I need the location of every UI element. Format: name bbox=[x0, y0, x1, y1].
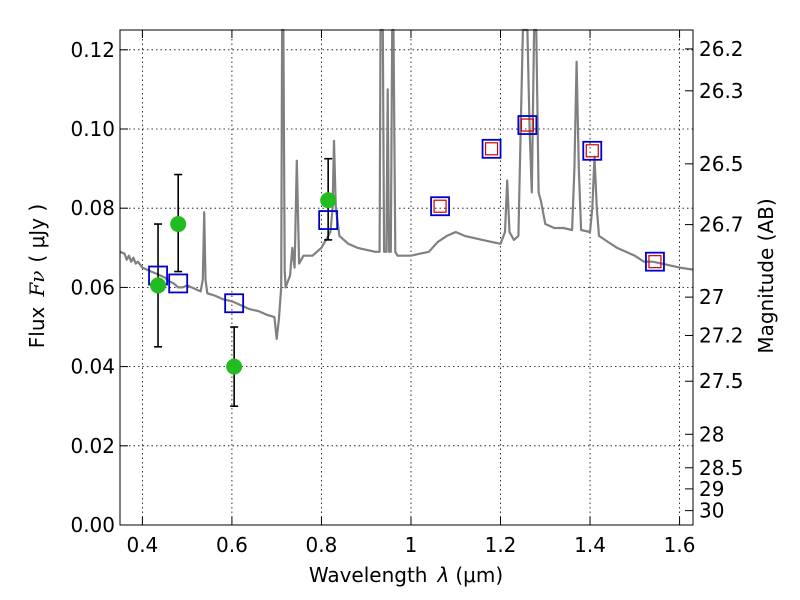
magnitude-tick-label: 28.5 bbox=[699, 456, 744, 480]
y-axis-label-unit: ( μJy ) bbox=[25, 204, 49, 263]
observed-photometry-point bbox=[320, 192, 337, 209]
model-photometry-point bbox=[318, 210, 339, 230]
y-tick-label: 0.04 bbox=[70, 355, 115, 379]
model-box bbox=[430, 196, 450, 217]
magnitude-tick-label: 26.5 bbox=[699, 152, 744, 176]
x-tick-label: 1 bbox=[405, 533, 418, 557]
x-tick-labels: 0.4 0.6 0.8 1 1.2 1.4 1.6 bbox=[126, 533, 695, 557]
x-tick-label: 1.2 bbox=[485, 533, 517, 557]
model-box-inner bbox=[484, 142, 499, 156]
model-box bbox=[645, 251, 665, 272]
model-photometry-point bbox=[430, 196, 450, 217]
model-photometry-point bbox=[645, 251, 665, 272]
model-box bbox=[168, 273, 189, 294]
plot-frame bbox=[119, 29, 694, 526]
observed-photometry-point bbox=[150, 277, 167, 294]
y-tick-label: 0.06 bbox=[70, 275, 115, 299]
magnitude-axis-label: Magnitude (AB) bbox=[754, 198, 778, 353]
model-box-inner bbox=[433, 199, 447, 213]
model-photometry-point bbox=[517, 115, 538, 135]
magnitude-tick-label: 29 bbox=[699, 477, 724, 501]
model-box-inner bbox=[585, 144, 599, 158]
errorbar-layer bbox=[154, 157, 333, 408]
model-box bbox=[517, 115, 538, 135]
x-axis-label-text: Wavelength bbox=[309, 563, 428, 587]
y-axis-label-symbol: Fν bbox=[25, 271, 49, 298]
x-tick-label: 0.8 bbox=[306, 533, 338, 557]
magnitude-tick-label: 27.5 bbox=[699, 369, 744, 393]
model-box-inner bbox=[520, 118, 534, 132]
model-box-inner bbox=[648, 255, 662, 269]
y-tick-label: 0.02 bbox=[70, 434, 115, 458]
model-spectrum-line bbox=[119, 28, 694, 340]
model-box bbox=[582, 140, 603, 161]
x-tick-label: 1.4 bbox=[574, 533, 606, 557]
magnitude-tick-label: 26.3 bbox=[699, 79, 744, 103]
observed-photometry-point bbox=[226, 358, 243, 375]
model-photometry-point bbox=[168, 273, 189, 294]
model-photometry-point bbox=[481, 138, 502, 159]
model-box bbox=[224, 293, 245, 314]
y-tick-label: 0.12 bbox=[70, 38, 115, 62]
model-box bbox=[481, 138, 502, 159]
x-tick-label: 0.4 bbox=[126, 533, 158, 557]
y-tick-labels: 0.00 0.02 0.04 0.06 0.08 0.10 0.12 bbox=[70, 38, 115, 537]
magnitude-tick-label: 27 bbox=[699, 285, 724, 309]
magnitude-tick-label: 28 bbox=[699, 422, 724, 446]
spectrum-layer bbox=[119, 28, 694, 340]
x-tick-label: 1.6 bbox=[664, 533, 696, 557]
model-photometry-layer bbox=[148, 115, 665, 314]
x-axis-label-unit: (μm) bbox=[455, 563, 503, 587]
y-tick-label: 0.00 bbox=[70, 513, 115, 537]
y-tick-label: 0.08 bbox=[70, 196, 115, 220]
model-box bbox=[318, 210, 339, 230]
y-tick-label: 0.10 bbox=[70, 117, 115, 141]
observed-photometry-layer bbox=[150, 192, 337, 375]
x-tick-label: 0.6 bbox=[216, 533, 248, 557]
x-axis-label: Wavelength λ (μm) bbox=[309, 563, 503, 587]
y-axis-label-text: Flux bbox=[25, 306, 49, 348]
magnitude-tick-label: 26.7 bbox=[699, 213, 744, 237]
magnitude-tick-label: 27.2 bbox=[699, 323, 744, 347]
magnitude-tick-label: 30 bbox=[699, 499, 724, 523]
x-axis-label-symbol: λ bbox=[437, 563, 450, 587]
model-photometry-point bbox=[582, 140, 603, 161]
magnitude-tick-label: 26.2 bbox=[699, 37, 744, 61]
y-axis-label: Flux Fν ( μJy ) bbox=[25, 204, 49, 348]
tick-marks bbox=[120, 30, 693, 526]
observed-photometry-point bbox=[170, 216, 187, 233]
model-photometry-point bbox=[224, 293, 245, 314]
